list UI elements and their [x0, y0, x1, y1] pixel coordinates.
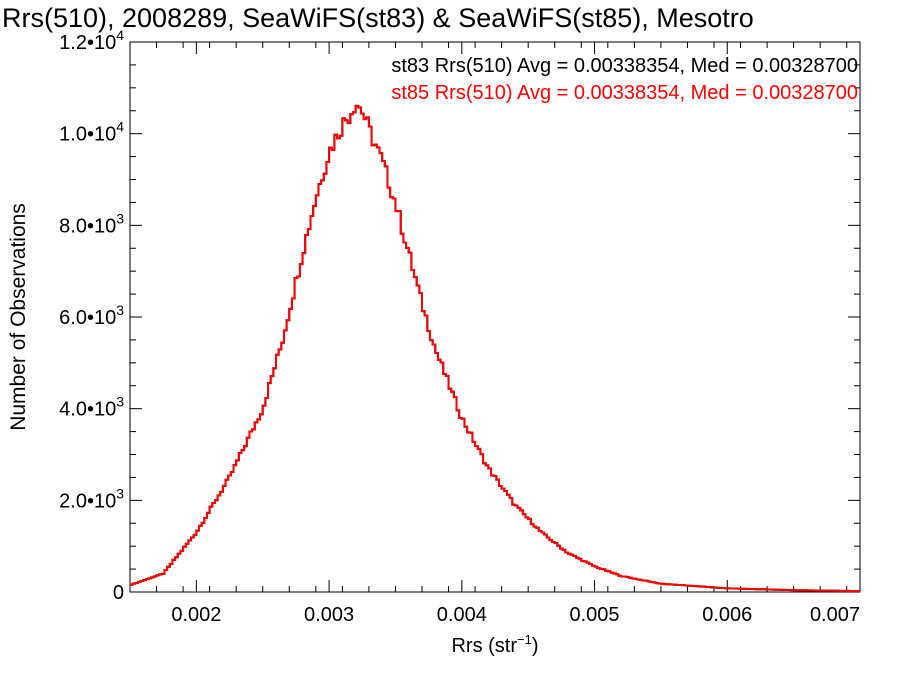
y-axis: 0 2.0•103 4.0•103 6.0•103 8.0•103 1.0•104 1.2•…: [59, 27, 860, 604]
legend-entry: st85 Rrs(510) Avg = 0.00338354, Med = 0.…: [391, 82, 858, 104]
x-tick-label: 0.007: [810, 604, 860, 626]
chart-title: Rrs(510), 2008289, SeaWiFS(st83) & SeaWi…: [2, 3, 754, 33]
plot-frame: [129, 41, 861, 593]
x-tick-label: 0.002: [171, 604, 221, 626]
x-axis-label: Rrs (str−1): [451, 632, 538, 657]
y-tick-label: 8.0•103: [59, 210, 124, 237]
y-tick-label: 4.0•103: [59, 394, 124, 421]
x-tick-label: 0.004: [437, 604, 487, 626]
x-tick-label: 0.005: [570, 604, 620, 626]
x-axis: 0.002 0.003 0.004 0.005 0.006 0.007: [129, 42, 861, 626]
legend-entry: st83 Rrs(510) Avg = 0.00338354, Med = 0.…: [391, 55, 858, 77]
y-tick-label: 2.0•103: [59, 485, 124, 512]
x-tick-label: 0.006: [702, 604, 752, 626]
y-tick-label: 0: [113, 582, 124, 604]
y-tick-label: 1.2•104: [59, 27, 124, 54]
x-tick-label: 0.003: [304, 604, 354, 626]
y-tick-label: 6.0•103: [59, 302, 124, 329]
histogram-series-1: [130, 104, 860, 593]
histogram-series-0: [130, 104, 860, 593]
series-layer: [130, 104, 860, 593]
legend: st83 Rrs(510) Avg = 0.00338354, Med = 0.…: [391, 55, 858, 104]
y-tick-label: 1.0•104: [59, 119, 124, 146]
y-axis-label: Number of Observations: [7, 203, 30, 431]
